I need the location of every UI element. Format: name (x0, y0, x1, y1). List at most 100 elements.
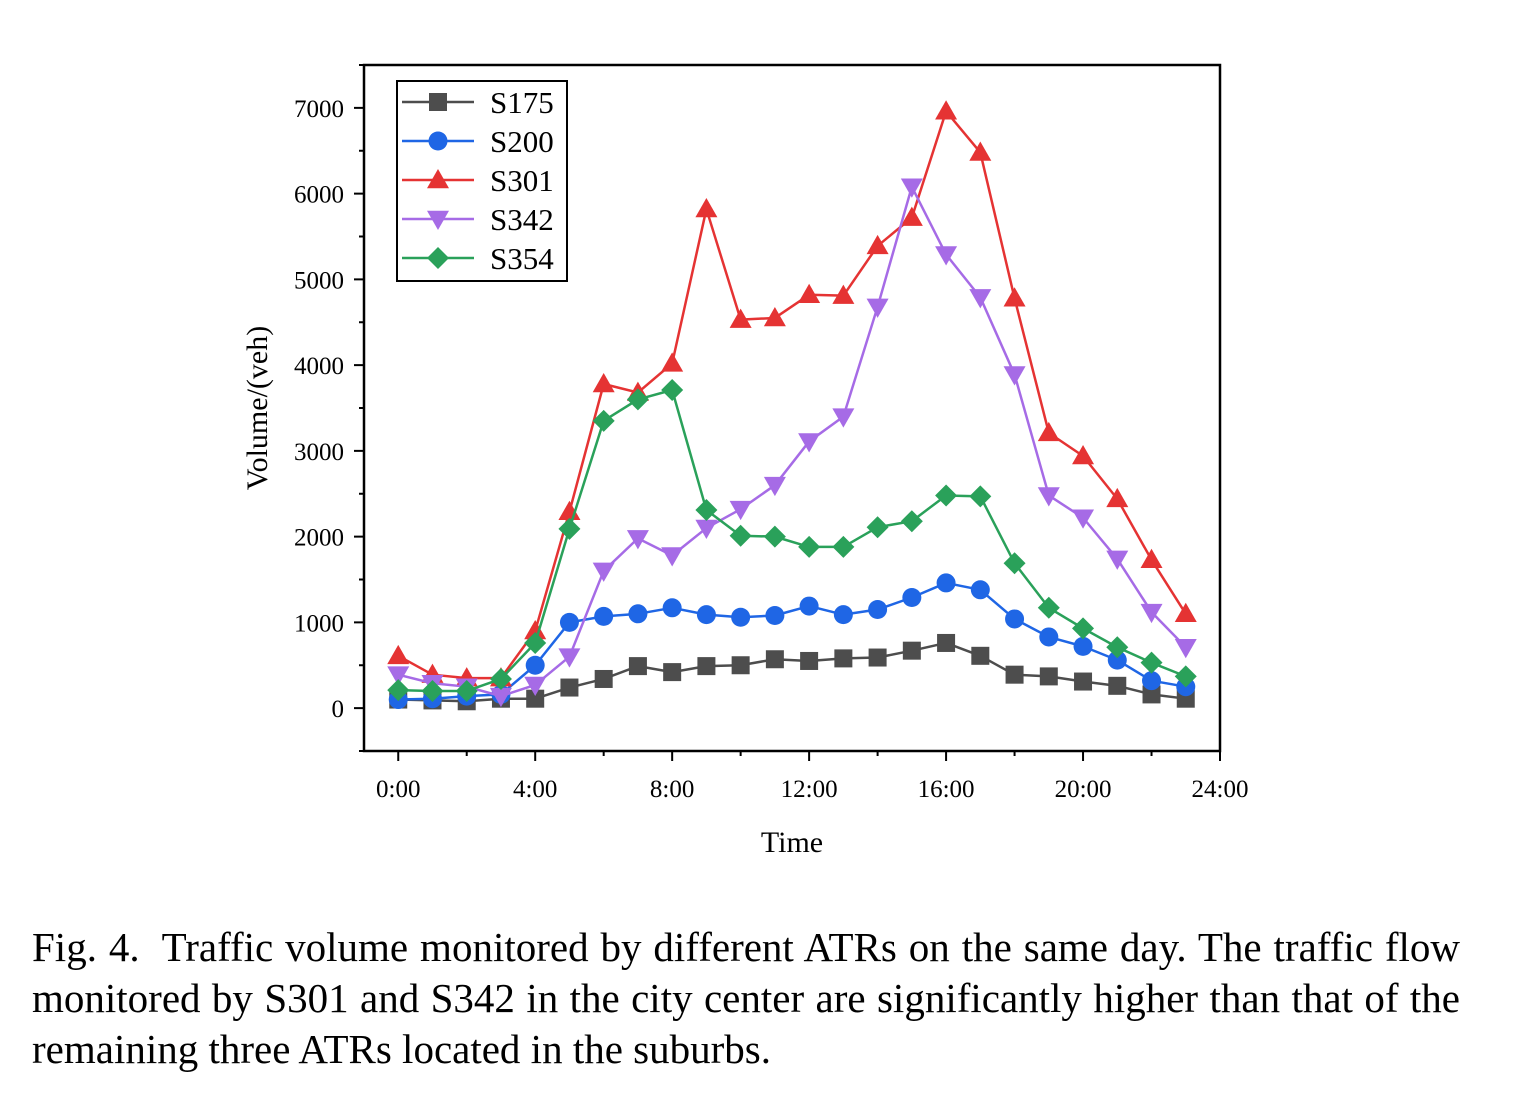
data-point-s354 (421, 679, 444, 702)
data-point-s354 (729, 524, 752, 547)
x-tick-label: 20:00 (1055, 776, 1112, 803)
data-point-s342 (695, 519, 718, 540)
y-tick-label: 7000 (294, 96, 344, 123)
data-point-s301 (1003, 287, 1026, 307)
data-point-s354 (489, 667, 512, 690)
data-point-s354 (455, 679, 478, 702)
series-s200 (388, 573, 1196, 710)
data-point-s342 (900, 178, 923, 198)
data-point-s200 (1142, 671, 1162, 691)
data-point-s354 (558, 517, 581, 540)
data-point-s354 (969, 485, 992, 508)
data-point-s342 (387, 666, 410, 686)
series-s342 (387, 178, 1197, 708)
data-point-s354 (1003, 552, 1026, 575)
data-point-s200 (936, 573, 956, 593)
x-tick-label: 12:00 (781, 776, 838, 803)
data-point-s301 (695, 198, 718, 218)
y-tick-label: 4000 (294, 353, 344, 380)
data-point-s354 (592, 409, 615, 432)
legend-label-s342: S342 (490, 202, 554, 237)
data-point-s175 (765, 650, 784, 669)
data-point-s175 (937, 633, 956, 652)
legend-label-s301: S301 (490, 163, 554, 198)
y-tick-label: 3000 (294, 439, 344, 466)
data-point-s200 (559, 612, 579, 632)
data-point-s354 (866, 516, 889, 539)
data-point-s175 (971, 646, 990, 665)
data-point-s342 (935, 246, 958, 266)
series-line-s342 (397, 185, 1187, 698)
data-point-s342 (592, 562, 615, 582)
data-point-s354 (763, 525, 786, 548)
x-tick-label: 24:00 (1192, 776, 1249, 803)
legend-entry-s354: S354 (402, 241, 554, 276)
data-point-s175 (663, 663, 682, 682)
legend-label-s200: S200 (490, 124, 554, 159)
data-point-s301 (1174, 602, 1197, 623)
data-point-s200 (1005, 609, 1025, 629)
data-point-s200 (799, 596, 819, 616)
data-point-s200 (525, 655, 545, 675)
legend-entry-s200: S200 (402, 124, 554, 159)
data-point-s354 (1072, 617, 1095, 640)
data-point-s342 (969, 289, 992, 309)
legend-entry-s342: S342 (402, 202, 554, 237)
caption-label: Fig. 4. (32, 924, 140, 970)
data-point-s175 (731, 656, 750, 675)
data-point-s301 (1106, 487, 1129, 508)
data-point-s342 (1174, 638, 1197, 659)
data-point-s200 (1073, 636, 1093, 656)
data-point-s175 (868, 648, 887, 667)
data-point-s200 (662, 598, 682, 618)
data-point-s354 (387, 679, 410, 702)
y-tick-label: 6000 (294, 182, 344, 209)
y-axis-label: Volume/(veh) (241, 326, 274, 490)
data-point-s342 (729, 500, 752, 521)
series-line-s175 (398, 641, 1186, 703)
data-point-s175 (1142, 685, 1161, 704)
data-point-s354 (1106, 636, 1129, 659)
series-s354 (387, 378, 1197, 702)
x-tick-label: 8:00 (650, 776, 694, 803)
data-point-s200 (765, 606, 785, 626)
data-point-s342 (1140, 603, 1163, 624)
legend-entry-s175: S175 (402, 85, 554, 120)
data-point-s175 (1005, 665, 1024, 684)
data-point-s200 (696, 605, 716, 625)
y-tick-label: 0 (332, 696, 345, 723)
data-point-s301 (935, 100, 958, 120)
data-point-s342 (489, 687, 512, 708)
data-point-s342 (524, 676, 547, 696)
data-point-s175 (594, 669, 613, 688)
data-point-s342 (832, 408, 855, 428)
data-point-s200 (902, 588, 922, 608)
data-point-s301 (524, 619, 547, 640)
data-point-s354 (1037, 596, 1060, 619)
data-point-s301 (387, 644, 410, 665)
x-axis-label: Time (761, 826, 823, 859)
x-tick-label: 0:00 (376, 776, 420, 803)
y-tick-label: 5000 (294, 267, 344, 294)
x-tick-label: 16:00 (918, 776, 975, 803)
data-point-s354 (1174, 665, 1197, 688)
data-point-s175 (1074, 672, 1093, 691)
data-point-s342 (1037, 487, 1060, 507)
data-point-s301 (661, 352, 684, 372)
data-point-s301 (1140, 548, 1163, 569)
legend-label-s354: S354 (490, 241, 554, 276)
data-point-s175 (834, 649, 853, 668)
data-point-s342 (1003, 366, 1026, 386)
data-point-s175 (526, 689, 545, 708)
data-point-s175 (697, 657, 716, 676)
data-point-s342 (1106, 550, 1129, 570)
data-point-s301 (729, 308, 752, 328)
data-point-s200 (628, 604, 648, 624)
legend-entry-s301: S301 (402, 163, 554, 198)
data-point-s354 (935, 484, 958, 507)
data-point-s354 (832, 535, 855, 558)
data-point-s200 (868, 600, 888, 620)
data-point-s200 (970, 580, 990, 600)
data-point-s200 (594, 606, 614, 626)
data-point-s354 (798, 535, 821, 558)
